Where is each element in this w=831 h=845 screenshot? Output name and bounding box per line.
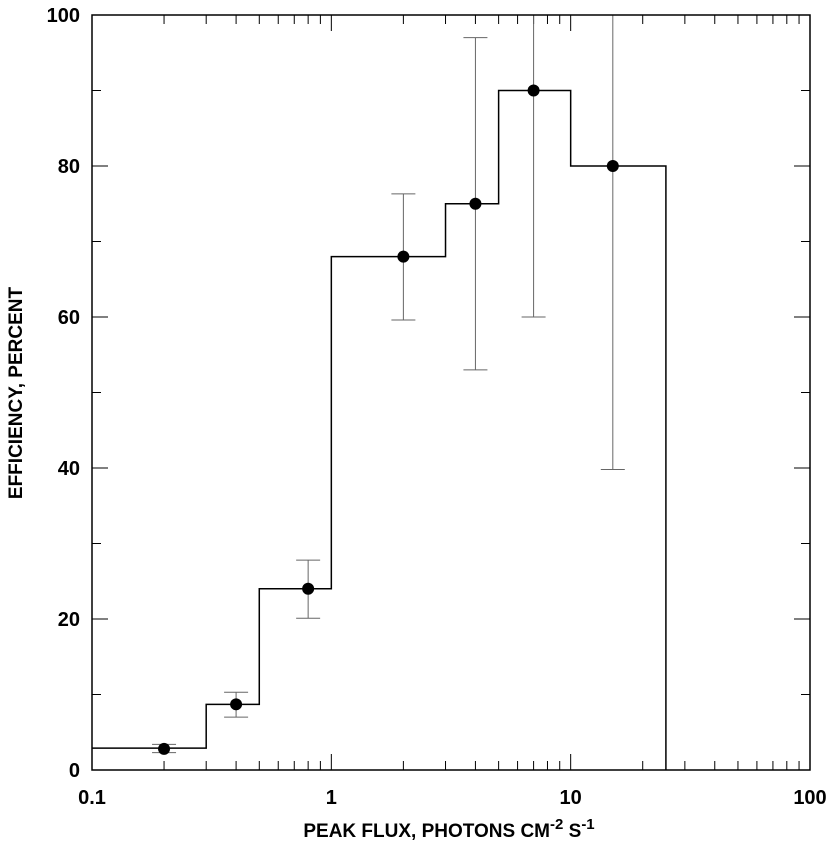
histogram-step-line (92, 89, 667, 770)
y-tick-label: 100 (47, 5, 80, 27)
x-tick-label: 1 (326, 787, 337, 809)
data-point (527, 84, 540, 97)
x-tick-labels: 0.1 1 10 100 (78, 787, 827, 809)
y-tick-label: 80 (58, 156, 80, 178)
y-tick-label: 40 (58, 458, 80, 480)
data-point (469, 197, 482, 210)
x-axis-title-sup1: -2 (550, 816, 563, 833)
data-points (158, 84, 619, 755)
tick-marks (91, 14, 810, 771)
error-bars (152, 15, 625, 754)
histogram-series (92, 89, 667, 770)
plot-frame (91, 14, 811, 771)
data-point (606, 160, 619, 172)
y-tick-labels: 0 20 40 60 80 100 (47, 5, 80, 782)
y-tick-label: 60 (58, 307, 80, 329)
data-point (397, 250, 410, 263)
x-tick-label: 0.1 (78, 787, 106, 809)
x-axis-title-main: PEAK FLUX, PHOTONS CM (303, 821, 550, 842)
x-axis-title: PEAK FLUX, PHOTONS CM-2 S-1 (303, 816, 594, 842)
data-point (158, 742, 171, 755)
data-point (302, 582, 315, 595)
data-point (230, 698, 243, 711)
x-axis-title-mid: S (563, 821, 581, 842)
error-bar (521, 15, 546, 318)
y-axis-title: EFFICIENCY, PERCENT (6, 287, 27, 500)
x-axis-title-sup2: -1 (581, 816, 594, 833)
x-tick-label: 10 (560, 787, 582, 809)
error-bar (600, 15, 625, 471)
y-tick-label: 20 (58, 609, 80, 631)
x-tick-label: 100 (793, 787, 826, 809)
y-tick-label: 0 (69, 760, 80, 782)
